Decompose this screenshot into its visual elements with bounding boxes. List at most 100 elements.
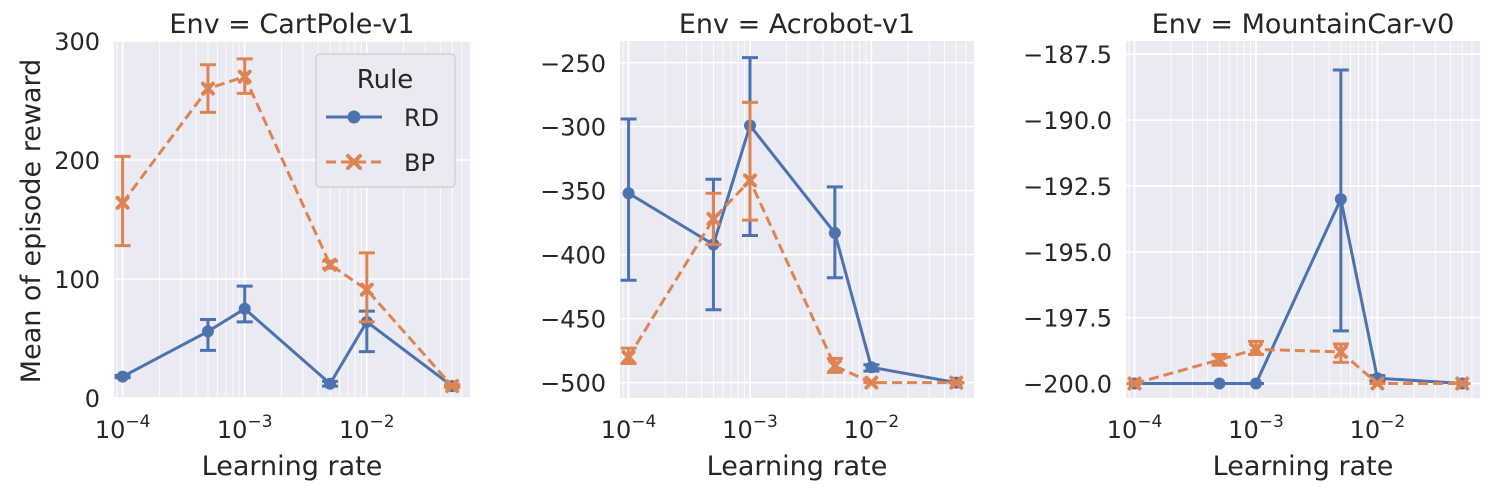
plot-area [1126,41,1480,398]
y-tick-label: 300 [54,28,100,56]
data-point-bp [827,359,842,374]
legend-marker-rd [347,110,361,124]
y-tick-label: −192.5 [1023,173,1112,201]
x-tick-label: 10−2 [844,412,900,444]
data-point-bp [359,282,374,297]
x-tick-exponent: −4 [1137,412,1162,432]
panel-title: Env = CartPole-v1 [169,9,414,40]
x-tick-exponent: −2 [1380,412,1405,432]
y-tick-label: −450 [540,306,606,334]
y-tick-label: −195.0 [1023,239,1112,267]
x-ticks: 10−4 10−3 10−2 [95,412,395,444]
y-tick-label: −350 [540,178,606,206]
x-tick-label: 10−2 [1350,412,1406,444]
legend-title: Rule [357,65,414,95]
y-tick-label: 0 [85,385,100,413]
data-point-bp [237,69,252,84]
x-tick-label: 10−4 [95,412,151,444]
data-point-bp [864,375,879,390]
x-tick-exponent: −4 [125,412,150,432]
x-ticks: 10−4 10−3 10−2 [601,412,899,444]
x-tick-base: 10 [217,416,248,444]
data-point-bp [949,375,964,390]
legend-label-rd: RD [404,104,439,132]
y-ticks: −250 −300 −350 −400 −450 −500 [540,50,606,398]
panel-title: Env = MountainCar-v0 [1152,9,1455,40]
x-tick-exponent: −3 [247,412,272,432]
series-layer [1126,68,1471,391]
data-point-rd [116,370,129,383]
x-tick-base: 10 [1350,416,1381,444]
data-point-bp [1455,376,1470,391]
x-tick-base: 10 [601,416,632,444]
data-point-bp [706,211,721,226]
y-tick-label: 200 [54,147,100,175]
y-tick-label: −300 [540,114,606,142]
data-point-rd [1249,377,1262,390]
y-tick-label: −400 [540,242,606,270]
data-point-rd [828,226,841,239]
x-tick-label: 10−2 [339,412,395,444]
plot-area [620,41,974,398]
y-ticks: 0 100 200 300 [54,28,100,413]
series-line-bp [121,75,454,388]
panel-title: Env = Acrobot-v1 [679,9,915,40]
y-tick-label: −190.0 [1023,107,1112,135]
error-bar-rd [620,117,637,282]
x-tick-base: 10 [339,416,370,444]
x-tick-exponent: −2 [874,412,899,432]
y-tick-label: −250 [540,50,606,78]
data-point-bp [200,81,215,96]
series-line-bp [1134,347,1463,385]
series-line-bp [627,179,957,385]
legend: Rule RD BP [315,53,456,188]
legend-box [315,53,456,188]
y-tick-label: −200.0 [1023,371,1112,399]
legend-label-bp: BP [404,149,435,177]
series-line-rd [1134,197,1463,385]
series-line-rd [121,307,454,388]
data-point-bp [621,350,636,365]
y-tick-label: −187.5 [1023,41,1112,69]
x-tick-base: 10 [722,416,753,444]
data-point-bp [445,379,460,394]
x-ticks: 10−4 10−3 10−2 [1107,412,1405,444]
x-tick-base: 10 [1228,416,1259,444]
x-tick-label: 10−3 [217,412,273,444]
data-point-rd [1334,193,1347,206]
y-tick-label: 100 [54,266,100,294]
series-layer [114,57,461,394]
x-tick-base: 10 [844,416,875,444]
series-layer [620,56,965,390]
data-point-bp [742,173,757,188]
x-tick-label: 10−4 [601,412,657,444]
data-point-rd [201,325,214,338]
data-point-bp [1248,342,1263,357]
data-point-rd [865,361,878,374]
panel-cartpole: Env = CartPole-v1 Mean of episode reward… [16,9,470,482]
x-tick-exponent: −3 [1259,412,1284,432]
data-point-bp [1370,376,1385,391]
y-ticks: −187.5 −190.0 −192.5 −195.0 −197.5 −200.0 [1023,41,1112,398]
x-tick-label: 10−3 [1228,412,1284,444]
data-point-rd [238,302,251,315]
x-tick-exponent: −4 [631,412,656,432]
data-point-bp [323,257,338,272]
grid [114,40,470,399]
x-tick-base: 10 [95,416,126,444]
legend-marker-bp [346,154,362,170]
y-tick-label: −197.5 [1023,305,1112,333]
x-axis-label: Learning rate [1213,451,1394,482]
x-tick-label: 10−3 [722,412,778,444]
panel-acrobot: Env = Acrobot-v1 Learning rate −250−300−… [540,9,974,482]
x-tick-exponent: −3 [753,412,778,432]
data-point-rd [324,377,337,390]
error-bar-bp [741,100,758,222]
x-tick-label: 10−4 [1107,412,1163,444]
data-point-bp [1212,352,1227,367]
grid [1126,41,1480,398]
data-point-rd [1213,377,1226,390]
y-tick-label: −500 [540,370,606,398]
data-point-bp [115,195,130,210]
